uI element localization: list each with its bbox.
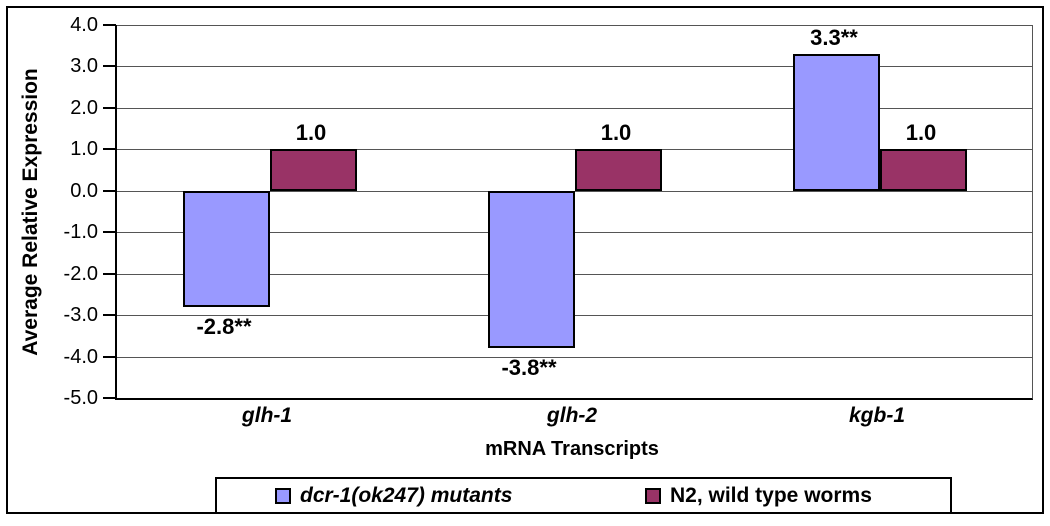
gridline bbox=[117, 273, 1032, 275]
x-category-label-glh-2: glh-2 bbox=[546, 404, 598, 427]
y-axis-tick bbox=[103, 355, 116, 358]
gridline bbox=[117, 107, 1032, 109]
y-tick-label: 0.0 bbox=[70, 179, 98, 202]
y-axis-tick bbox=[103, 106, 116, 109]
y-axis-tick bbox=[103, 189, 116, 192]
y-axis-tick bbox=[103, 397, 116, 399]
y-tick-label: -4.0 bbox=[63, 345, 98, 368]
y-tick-label: 4.0 bbox=[70, 14, 98, 36]
bar-glh-2-series-2 bbox=[574, 149, 662, 191]
x-axis-title: mRNA Transcripts bbox=[485, 438, 659, 460]
data-label-glh-2-series-1: -3.8** bbox=[501, 355, 557, 381]
gridline bbox=[117, 356, 1032, 358]
x-category-label-glh-1: glh-1 bbox=[241, 404, 293, 427]
bar-glh-1-series-2 bbox=[269, 149, 357, 191]
y-axis-tick bbox=[103, 24, 116, 26]
y-tick-label: 3.0 bbox=[70, 55, 98, 78]
x-category-label-kgb-1: kgb-1 bbox=[848, 404, 906, 427]
y-axis-tick bbox=[103, 231, 116, 234]
bar-glh-2-series-1 bbox=[487, 190, 575, 349]
legend-swatch-n2-wild-type bbox=[645, 487, 661, 504]
data-label-kgb-1-series-2: 1.0 bbox=[905, 120, 937, 146]
legend: dcr-1(ok247) mutants N2, wild type worms bbox=[215, 477, 952, 514]
y-tick-label: -2.0 bbox=[63, 262, 98, 285]
plot-area bbox=[115, 25, 1033, 400]
legend-label-n2-wild-type: N2, wild type worms bbox=[670, 483, 872, 507]
data-label-glh-2-series-2: 1.0 bbox=[600, 120, 632, 146]
y-tick-label: 2.0 bbox=[70, 96, 98, 119]
legend-label-dcr-1-mutants: dcr-1(ok247) mutants bbox=[300, 483, 513, 507]
gridline bbox=[117, 315, 1032, 317]
data-label-glh-1-series-2: 1.0 bbox=[295, 120, 327, 146]
y-axis-tick bbox=[103, 272, 116, 275]
y-axis-tick bbox=[103, 148, 116, 151]
gridline bbox=[117, 232, 1032, 234]
y-tick-label: -1.0 bbox=[63, 221, 98, 244]
bar-kgb-1-series-2 bbox=[879, 149, 967, 191]
y-tick-label: -5.0 bbox=[63, 387, 98, 409]
legend-entry-dcr-1-mutants: dcr-1(ok247) mutants bbox=[275, 484, 512, 508]
y-tick-label: -3.0 bbox=[63, 304, 98, 327]
legend-entry-n2-wild-type: N2, wild type worms bbox=[645, 484, 872, 508]
bar-glh-1-series-1 bbox=[182, 190, 270, 307]
y-axis-tick bbox=[103, 65, 116, 68]
gridline bbox=[117, 25, 1032, 26]
y-axis-tick bbox=[103, 314, 116, 317]
data-label-kgb-1-series-1: 3.3** bbox=[810, 25, 858, 50]
data-label-glh-1-series-1: -2.8** bbox=[196, 313, 252, 339]
gridline bbox=[117, 190, 1032, 192]
gridline bbox=[117, 66, 1032, 68]
legend-swatch-dcr-1-mutants bbox=[275, 487, 291, 504]
bar-kgb-1-series-1 bbox=[792, 54, 880, 191]
y-tick-label: 1.0 bbox=[70, 138, 98, 161]
